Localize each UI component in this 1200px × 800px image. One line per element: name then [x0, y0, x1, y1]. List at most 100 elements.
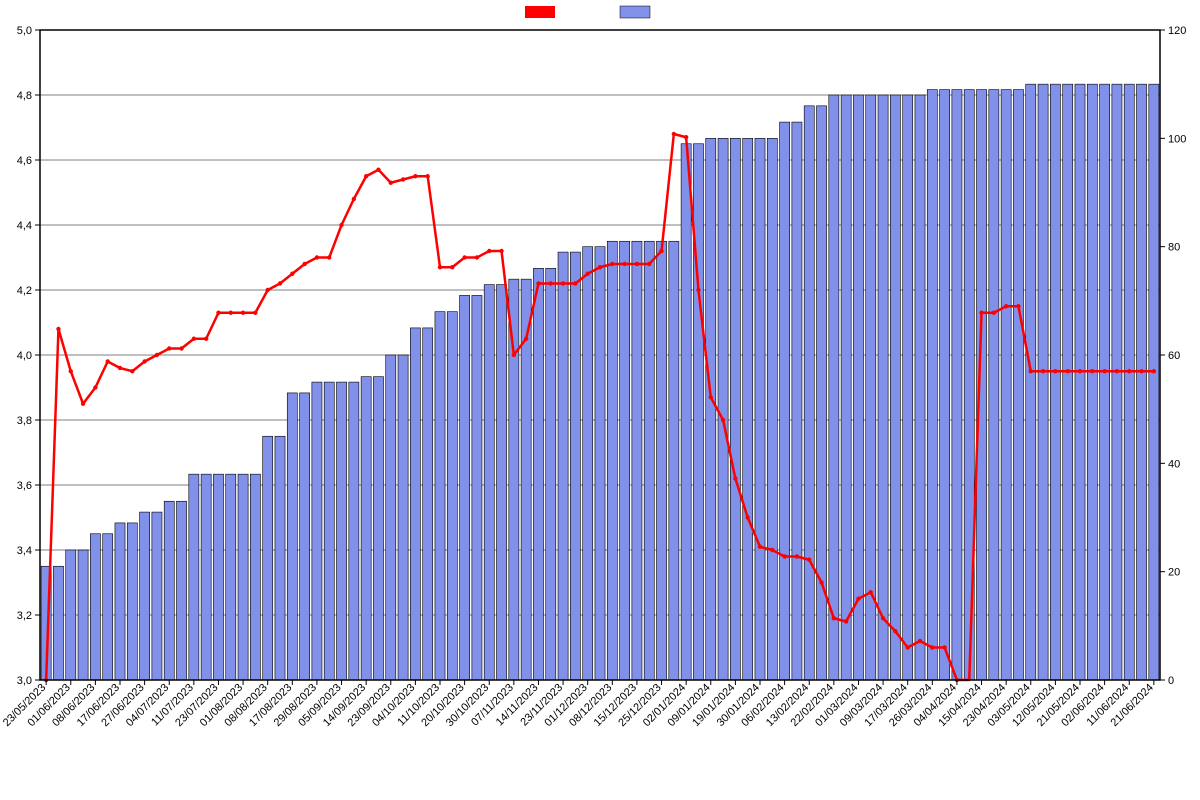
chart-svg: 3,03,23,43,63,84,04,24,44,64,85,00204060… — [0, 0, 1200, 800]
line-marker — [1139, 369, 1143, 373]
bar — [792, 122, 802, 680]
bar — [656, 241, 666, 680]
line-marker — [770, 548, 774, 552]
bar — [1050, 84, 1060, 680]
bar — [989, 90, 999, 680]
line-marker — [487, 249, 491, 253]
bar — [115, 523, 125, 680]
y-right-tick-label: 80 — [1168, 242, 1180, 254]
bar — [706, 138, 716, 680]
line-marker — [635, 262, 639, 266]
bar — [1038, 84, 1048, 680]
line-marker — [807, 558, 811, 562]
bar — [312, 382, 322, 680]
y-left-tick-label: 3,8 — [17, 415, 32, 427]
line-marker — [844, 619, 848, 623]
bar — [780, 122, 790, 680]
line-marker — [204, 337, 208, 341]
bar — [940, 90, 950, 680]
line-marker — [585, 272, 589, 276]
bar — [878, 95, 888, 680]
line-marker — [339, 223, 343, 227]
line-marker — [684, 135, 688, 139]
line-marker — [1090, 369, 1094, 373]
y-left-tick-label: 4,0 — [17, 350, 32, 362]
bar — [829, 95, 839, 680]
bar — [152, 512, 162, 680]
line-marker — [992, 311, 996, 315]
line-marker — [610, 262, 614, 266]
line-marker — [352, 197, 356, 201]
y-left-tick-label: 4,2 — [17, 285, 32, 297]
line-marker — [69, 369, 73, 373]
bar — [1112, 84, 1122, 680]
bar — [263, 436, 273, 680]
line-marker — [438, 265, 442, 269]
bar — [373, 377, 383, 680]
line-marker — [229, 311, 233, 315]
line-marker — [647, 262, 651, 266]
line-marker — [130, 369, 134, 373]
bar — [127, 523, 137, 680]
line-marker — [659, 249, 663, 253]
line-marker — [413, 174, 417, 178]
line-marker — [241, 311, 245, 315]
bar — [743, 138, 753, 680]
y-left-tick-label: 5,0 — [17, 25, 32, 37]
line-marker — [376, 168, 380, 172]
line-marker — [1053, 369, 1057, 373]
y-left-tick-label: 3,4 — [17, 545, 32, 557]
line-marker — [142, 359, 146, 363]
line-marker — [672, 132, 676, 136]
y-left-tick-label: 4,8 — [17, 90, 32, 102]
line-marker — [1004, 304, 1008, 308]
bar — [287, 393, 297, 680]
line-marker — [758, 545, 762, 549]
bar — [1013, 90, 1023, 680]
y-left-tick-label: 4,6 — [17, 155, 32, 167]
bar — [164, 501, 174, 680]
line-marker — [290, 272, 294, 276]
bar — [398, 355, 408, 680]
line-marker — [216, 311, 220, 315]
line-marker — [155, 353, 159, 357]
line-marker — [930, 645, 934, 649]
bar — [66, 550, 76, 680]
bar — [693, 144, 703, 680]
line-marker — [709, 395, 713, 399]
bar — [718, 138, 728, 680]
bar — [1001, 90, 1011, 680]
bar — [1063, 84, 1073, 680]
y-left-tick-label: 4,4 — [17, 220, 32, 232]
y-right-tick-label: 20 — [1168, 567, 1180, 579]
bar — [140, 512, 150, 680]
line-marker — [573, 281, 577, 285]
bar — [447, 312, 457, 680]
bar — [213, 474, 223, 680]
bar — [226, 474, 236, 680]
bar — [460, 295, 470, 680]
bar — [300, 393, 310, 680]
bar — [841, 95, 851, 680]
y-left-tick-label: 3,2 — [17, 610, 32, 622]
line-marker — [1078, 369, 1082, 373]
line-marker — [253, 311, 257, 315]
line-marker — [893, 629, 897, 633]
line-marker — [389, 181, 393, 185]
line-marker — [475, 255, 479, 259]
bar — [336, 382, 346, 680]
line-marker — [462, 255, 466, 259]
line-marker — [1016, 304, 1020, 308]
bar — [386, 355, 396, 680]
bar — [915, 95, 925, 680]
bar — [583, 247, 593, 680]
bar — [53, 566, 63, 680]
bar — [1075, 84, 1085, 680]
line-marker — [905, 645, 909, 649]
line-marker — [918, 639, 922, 643]
bar — [533, 268, 543, 680]
bar — [681, 144, 691, 680]
bar — [423, 328, 433, 680]
line-marker — [721, 418, 725, 422]
y-left-tick-label: 3,0 — [17, 675, 32, 687]
